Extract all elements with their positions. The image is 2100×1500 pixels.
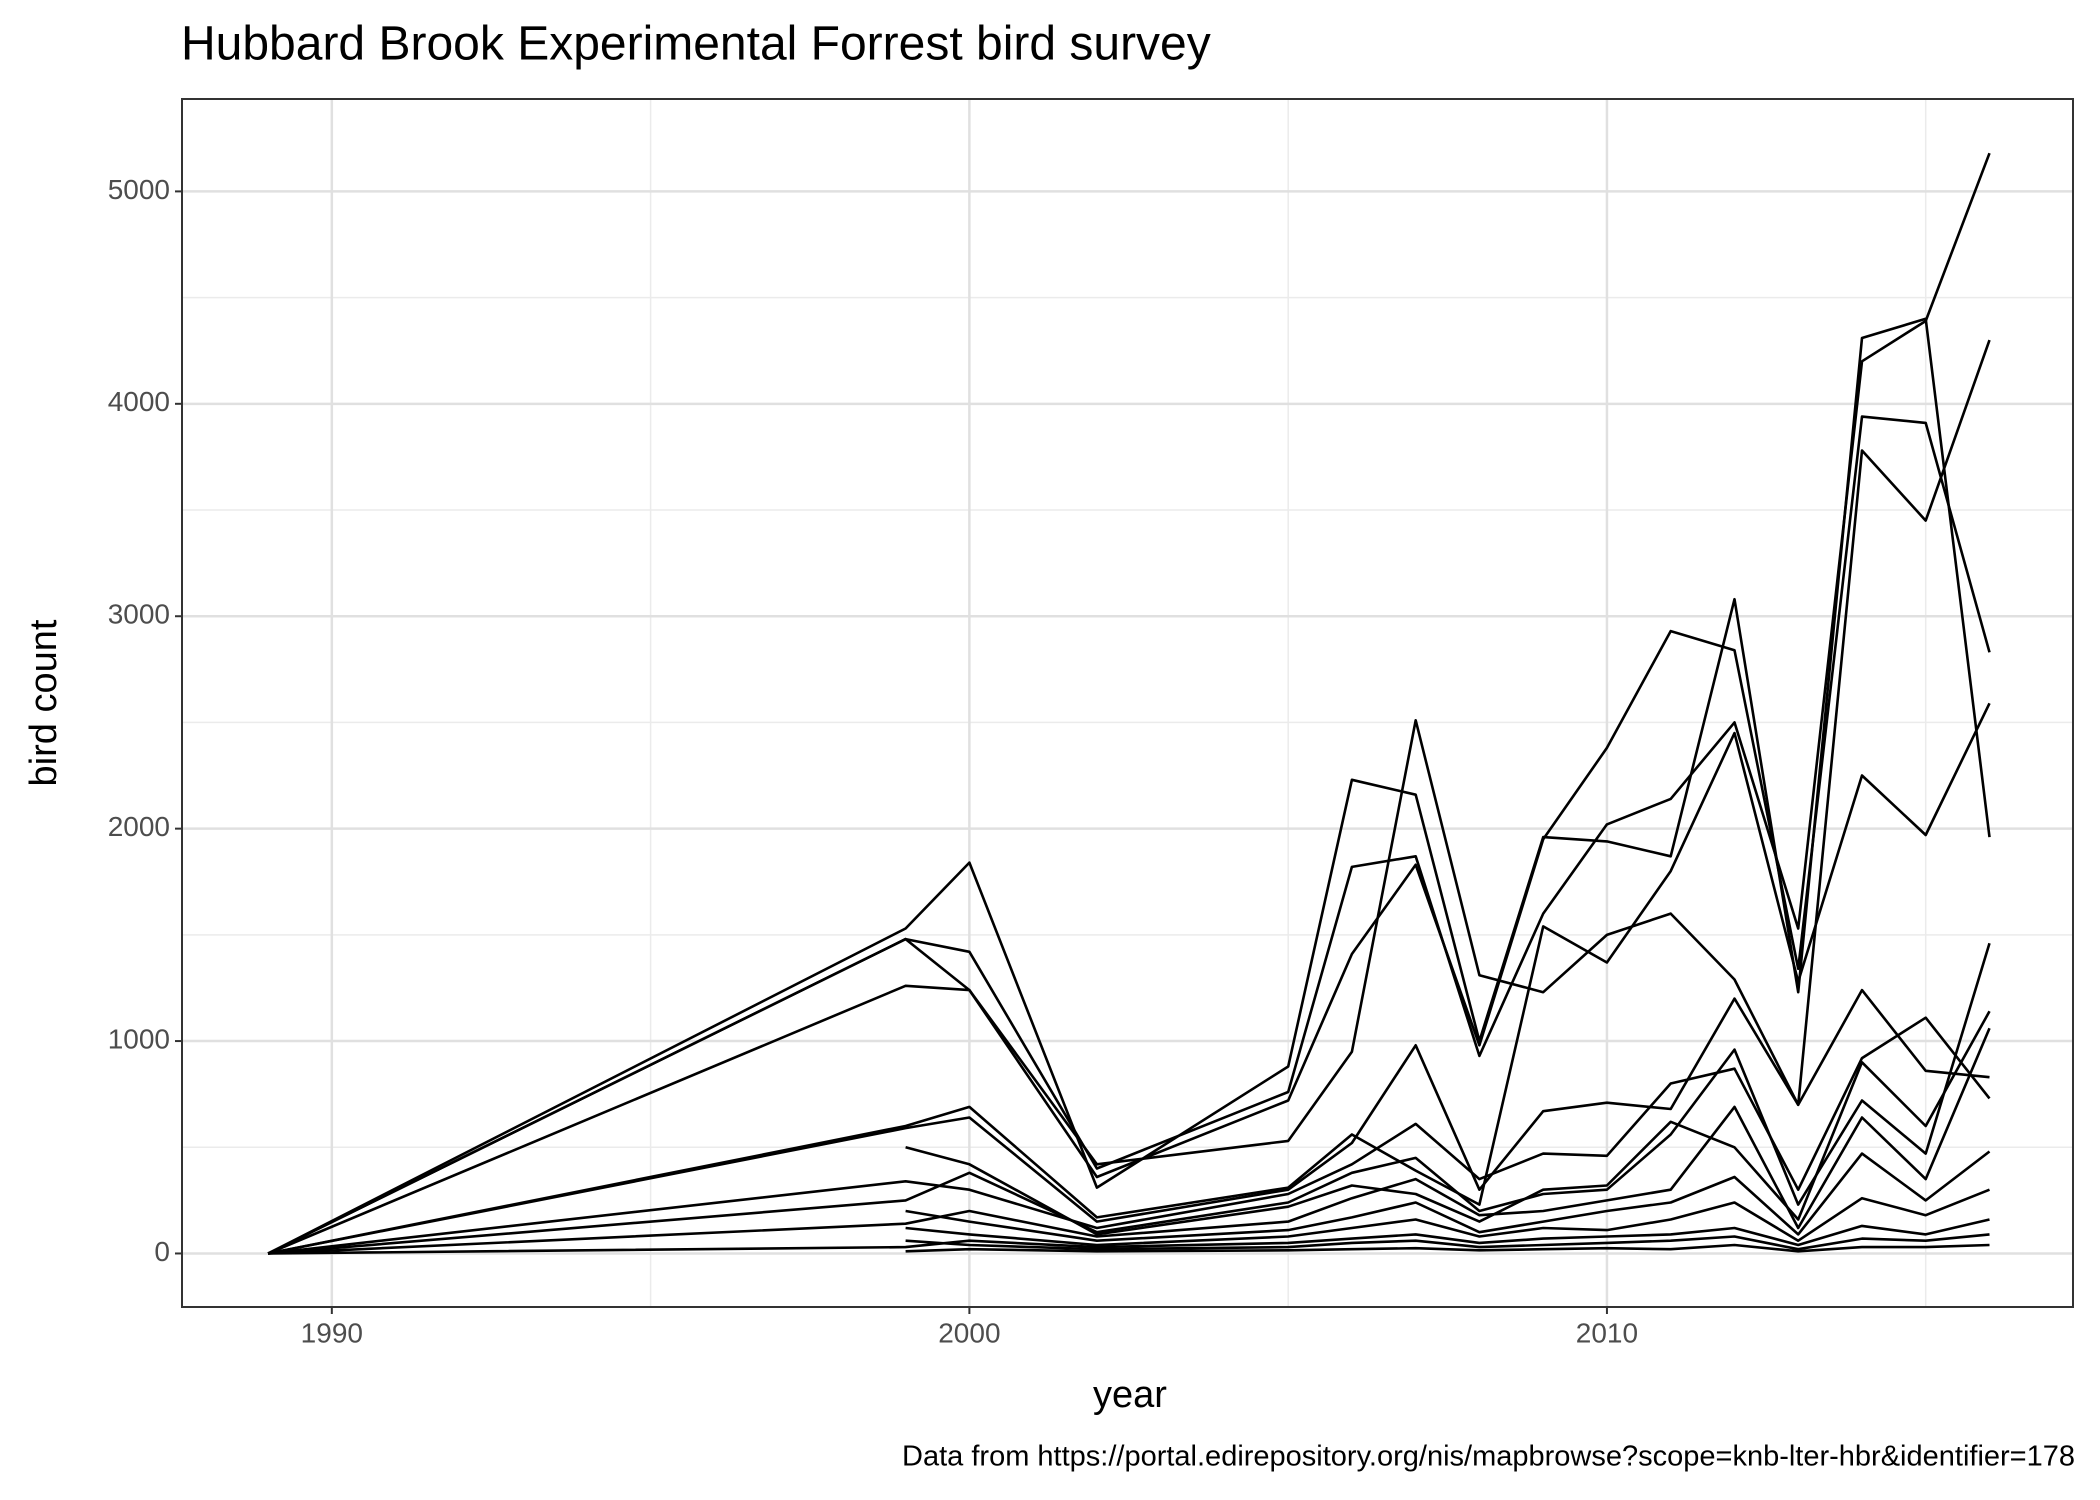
y-tick-label: 5000 [108, 174, 170, 205]
series-line [267, 339, 1991, 1255]
plot-area [267, 152, 1991, 1255]
y-tick-label: 4000 [108, 386, 170, 417]
x-tick-label: 2010 [1576, 1317, 1638, 1348]
series-line [905, 1188, 1990, 1247]
x-tick-label: 2000 [938, 1317, 1000, 1348]
y-tick-label: 1000 [108, 1023, 170, 1054]
series-line [268, 1027, 1991, 1255]
chart-title: Hubbard Brook Experimental Forrest bird … [181, 18, 1211, 71]
series-line [267, 702, 1991, 1255]
y-axis-title: bird count [23, 619, 65, 786]
x-tick-label: 1990 [301, 1317, 363, 1348]
series-line [905, 1243, 1990, 1253]
series-line [267, 988, 1990, 1255]
series-line [268, 1218, 1990, 1255]
panel-border [181, 98, 2074, 1308]
series-line [267, 1016, 1991, 1255]
y-tick-label: 2000 [108, 811, 170, 842]
series-line [267, 942, 1991, 1255]
y-tick-label: 0 [154, 1236, 170, 1267]
x-axis-title: year [1093, 1374, 1167, 1416]
series-line [267, 415, 1991, 1255]
series-line [905, 1233, 1990, 1251]
series-line [905, 1010, 1991, 1236]
series-line [905, 1150, 1991, 1242]
caption: Data from https://portal.edirepository.o… [902, 1441, 2075, 1473]
y-tick-label: 3000 [108, 599, 170, 630]
